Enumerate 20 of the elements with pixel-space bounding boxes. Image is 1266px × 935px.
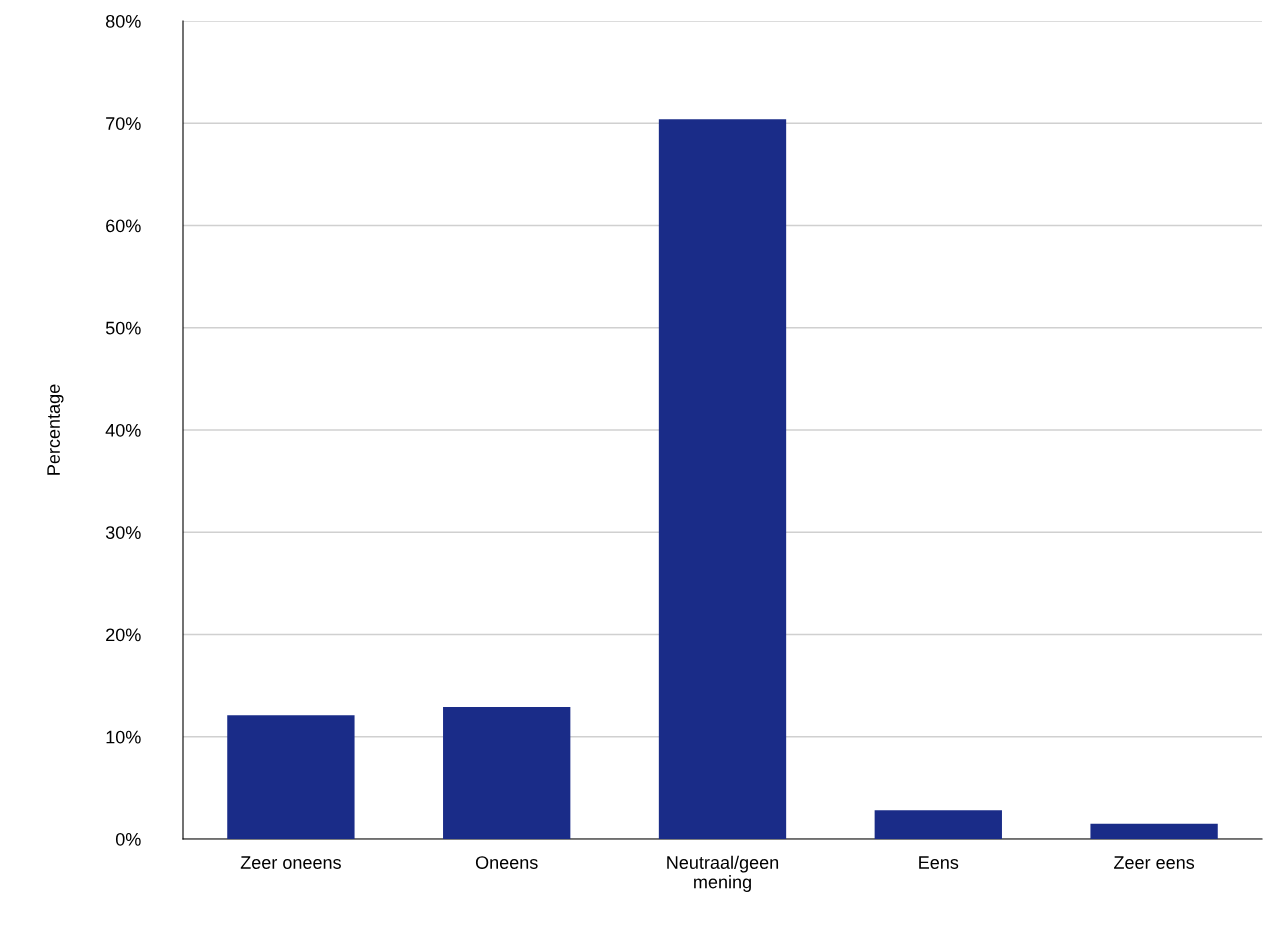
x-tick-label: Zeer oneens <box>240 856 341 869</box>
bar <box>1090 823 1218 839</box>
y-tick-label: 80% <box>105 14 141 28</box>
y-axis-title: Percentage <box>47 384 64 475</box>
y-tick-label: 0% <box>115 832 141 846</box>
bar <box>874 810 1002 839</box>
y-tick-label: 40% <box>105 423 141 437</box>
y-tick-label: 60% <box>106 219 141 233</box>
y-tick-label: 70% <box>106 117 141 130</box>
x-tick-label: Neutraal/geen mening <box>667 855 779 892</box>
bar <box>658 119 787 839</box>
y-tick-label: 30% <box>105 526 141 539</box>
y-tick-label: 10% <box>106 730 141 744</box>
y-tick-label: 50% <box>105 321 141 335</box>
x-tick-label: Zeer eens <box>1114 856 1195 869</box>
y-tick-label: 20% <box>106 628 141 642</box>
x-tick-label: Eens <box>919 856 959 869</box>
x-tick-label: Oneens <box>475 856 538 869</box>
bar <box>227 715 355 839</box>
bar <box>443 707 571 839</box>
